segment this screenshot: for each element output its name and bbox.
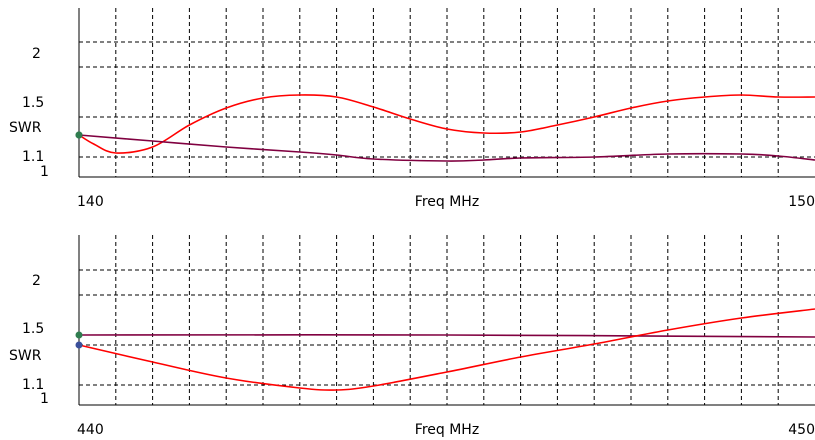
- y-tick-label: 1.1: [22, 377, 44, 393]
- x-tick-label-min: 140: [77, 194, 104, 210]
- y-tick-labels-upper: 2 1.5 SWR 1.1 1: [9, 46, 49, 180]
- y-tick-label: 1.5: [22, 95, 44, 111]
- series-group-lower: [75, 308, 815, 391]
- series-line: [78, 94, 815, 154]
- y-tick-label: 1.5: [22, 321, 44, 337]
- series-start-marker: [75, 331, 83, 339]
- series-line: [78, 334, 815, 338]
- grid-lower: [79, 235, 815, 405]
- series-line: [78, 308, 815, 391]
- x-tick-label-max: 450: [788, 422, 815, 438]
- grid-upper: [79, 8, 815, 177]
- x-tick-label-max: 150: [788, 194, 815, 210]
- series-group-upper: [75, 94, 815, 162]
- series-line: [78, 134, 815, 162]
- y-tick-label: 2: [32, 46, 41, 62]
- swr-chart-upper: 2 1.5 SWR 1.1 1 140 Freq MHz 150: [9, 8, 815, 210]
- series-start-marker: [75, 341, 83, 349]
- y-tick-labels-lower: 2 1.5 SWR 1.1 1: [9, 273, 49, 407]
- y-tick-label: 1: [40, 391, 49, 407]
- x-tick-label-min: 440: [77, 422, 104, 438]
- y-tick-label: 1: [40, 164, 49, 180]
- x-axis-label: Freq MHz: [415, 194, 479, 210]
- series-start-marker: [75, 131, 83, 139]
- y-axis-label: SWR: [9, 348, 42, 364]
- y-axis-label: SWR: [9, 120, 42, 136]
- y-tick-label: 2: [32, 273, 41, 289]
- swr-chart-lower: 2 1.5 SWR 1.1 1 440 Freq MHz 450: [9, 235, 815, 438]
- y-tick-label: 1.1: [22, 149, 44, 165]
- x-axis-label: Freq MHz: [415, 422, 479, 438]
